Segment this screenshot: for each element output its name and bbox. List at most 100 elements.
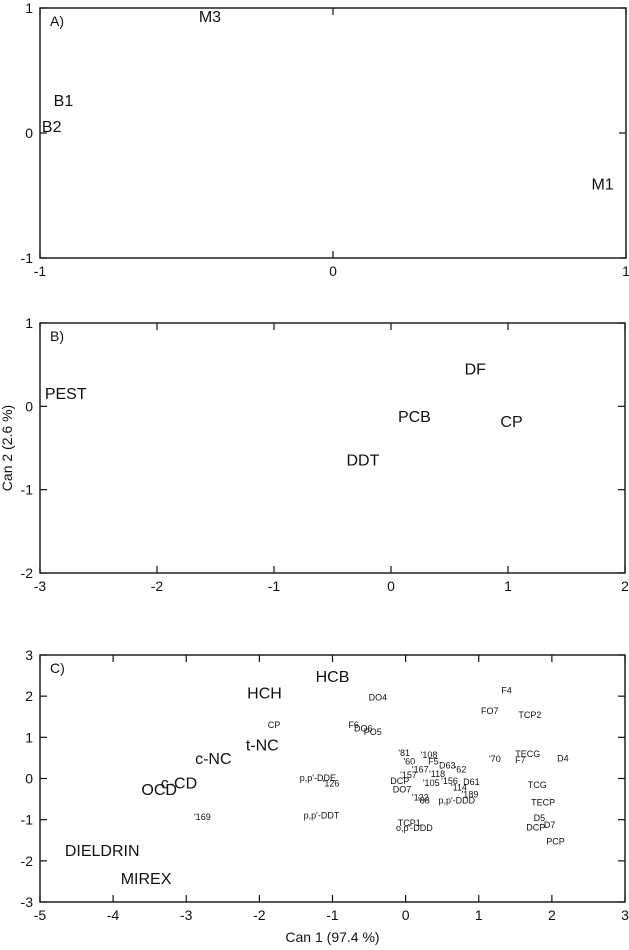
point-label: '167 [412,765,429,775]
point-label: CP [500,414,522,431]
point-label: t-NC [246,738,279,755]
panel-a-letter: A) [50,13,64,29]
point-label: p,p'-DDT [304,811,340,821]
point-label: PO5 [364,727,382,737]
point-label: D4 [557,754,569,764]
point-label: F7 [515,755,526,765]
point-label: D61 [463,777,480,787]
x-tick-label: -1 [34,263,47,279]
point-label: '157 [400,770,417,780]
point-label: PCP [546,836,565,846]
point-label: TCG [528,780,547,790]
point-label: PEST [45,386,87,403]
point-label: D5 [534,813,546,823]
point-label: B1 [54,93,74,110]
point-label: '88 [418,796,430,806]
x-tick-label: 1 [622,263,629,279]
y-tick-label: -1 [21,482,34,498]
x-tick-label: -5 [34,907,47,923]
point-label: HCH [247,685,282,702]
x-tick-label: -4 [107,907,120,923]
y-tick-label: -2 [21,565,34,581]
point-label: '70 [489,754,501,764]
y-tick-label: 2 [25,688,33,704]
point-label: F6 [348,720,359,730]
point-label: DIELDRIN [65,843,140,860]
point-label: F4 [501,686,512,696]
point-label: o,p'-DDD [396,823,433,833]
point-label: F5 [428,756,439,766]
point-label: B2 [42,119,62,136]
x-tick-label: -1 [268,578,281,594]
point-label: c-NC [195,751,231,768]
point-label: '169 [194,812,211,822]
y-axis-title: Can 2 (2.6 %) [0,405,15,491]
point-label: DCP [526,822,545,832]
point-label: p,p'-DDE [300,773,336,783]
point-label: PCB [398,409,431,426]
point-label: DF [465,362,487,379]
point-label: '108 [421,750,438,760]
y-tick-label: 0 [25,125,33,141]
point-label: TECP [531,798,555,808]
point-label: D7 [544,820,556,830]
point-label: TCP2 [518,710,541,720]
x-axis-title: Can 1 (97.4 %) [285,929,379,945]
x-tick-label: -3 [34,578,47,594]
y-tick-label: 1 [25,315,33,331]
plot-frame [39,322,626,574]
panel-c: C) -5 -4 -3 -2 -1 0 1 2 3 -3 -2 -1 0 1 2 3 HCB HCH t-NC c-NC… [21,647,629,945]
point-label: '122 [412,793,429,803]
point-label: p,p'-DDD [438,796,475,806]
x-tick-label: 3 [621,907,629,923]
point-label: '114 [451,782,467,792]
x-tick-label: -2 [151,578,164,594]
y-tick-label: -3 [21,894,34,910]
y-tick-label: -1 [21,250,34,266]
y-tick-label: -1 [21,812,34,828]
point-label: '105 [423,778,440,788]
point-label: HCB [316,669,350,686]
y-tick-label: -2 [21,853,34,869]
point-label: '126 [323,779,340,789]
point-label: FO7 [481,706,499,716]
point-label: TECG [515,749,540,759]
point-label: '81 [398,748,410,758]
y-tick-label: 0 [25,771,33,787]
panel-a: A) -1 0 1 -1 0 1 M3 B1 B2 M1 [21,0,629,279]
point-label: DCP [390,776,409,786]
point-label: '189 [462,789,479,799]
x-tick-label: -2 [253,907,266,923]
point-label: MIREX [121,871,172,888]
x-tick-label: 0 [402,907,410,923]
y-tick-label: 0 [25,398,33,414]
x-tick-label: 0 [387,578,395,594]
panel-c-letter: C) [50,660,65,676]
point-label: M1 [591,177,613,194]
x-tick-label: 1 [475,907,483,923]
y-tick-label: 1 [25,729,33,745]
x-tick-label: -3 [180,907,193,923]
point-label: CP [268,720,281,730]
x-tick-label: 0 [329,263,337,279]
point-label: OCD [141,782,177,799]
y-tick-label: 1 [25,0,33,16]
point-label: D63 [439,761,456,771]
x-tick-label: 2 [548,907,556,923]
point-label: M3 [199,9,221,26]
point-label: '156 [441,776,458,786]
point-label: DO7 [393,784,412,794]
panel-b-letter: B) [50,328,64,344]
point-label: TCP1 [398,818,421,828]
point-label: DO6 [354,723,373,733]
x-tick-label: 1 [504,578,512,594]
x-tick-label: 2 [621,578,629,594]
point-label: '118 [429,769,445,779]
plot-frame [39,7,627,259]
point-label: c-CD [161,775,197,792]
point-label: '62 [455,765,467,775]
y-tick-label: 3 [25,647,33,663]
point-label: '60 [403,756,415,766]
point-label: DDT [346,453,379,470]
